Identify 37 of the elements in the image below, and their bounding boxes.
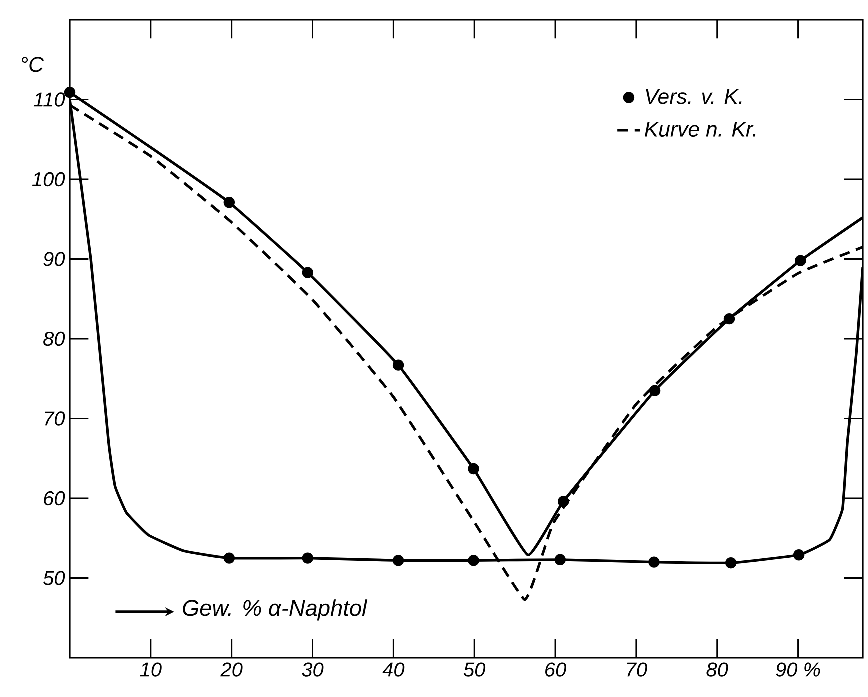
point bbox=[224, 197, 236, 208]
y-tick-label: 50 bbox=[43, 571, 66, 586]
point bbox=[558, 496, 570, 508]
x-tick-label: 20 bbox=[220, 662, 243, 677]
point bbox=[224, 552, 236, 564]
point bbox=[302, 267, 314, 278]
y-axis-title: °C bbox=[22, 57, 44, 72]
point bbox=[392, 360, 404, 371]
x-tick-label: 80 bbox=[706, 662, 728, 677]
y-tick-label: 80 bbox=[44, 332, 66, 346]
x-tick-label: 70 bbox=[627, 662, 648, 677]
y-tick-label: 60 bbox=[44, 491, 66, 506]
point bbox=[64, 86, 76, 98]
point bbox=[554, 554, 566, 566]
y-tick-label: 70 bbox=[45, 412, 66, 426]
y-tick-label: 90 bbox=[44, 252, 66, 266]
x-axis-title: Gew. % α-Naphtol bbox=[183, 600, 368, 621]
point bbox=[468, 463, 480, 475]
point bbox=[649, 385, 661, 396]
point bbox=[795, 255, 806, 266]
x-tick-label: 50 bbox=[464, 662, 486, 677]
x-tick-label: 90 % bbox=[776, 662, 820, 677]
point bbox=[302, 552, 314, 564]
y-tick-label: 100 bbox=[32, 172, 66, 187]
point bbox=[724, 313, 736, 325]
point bbox=[648, 556, 660, 568]
point bbox=[793, 550, 805, 561]
legend-label: Kurve n. Kr. bbox=[644, 122, 756, 137]
y-tick-label: 110 bbox=[34, 92, 66, 107]
x-tick-label: 60 bbox=[546, 662, 566, 677]
x-tick-label: 10 bbox=[140, 662, 162, 677]
point bbox=[392, 555, 404, 566]
legend-label: Vers. v. K. bbox=[646, 89, 742, 104]
point bbox=[726, 557, 737, 569]
x-tick-label: 40 bbox=[382, 662, 405, 677]
point bbox=[468, 555, 480, 566]
x-tick-label: 30 bbox=[302, 662, 324, 677]
